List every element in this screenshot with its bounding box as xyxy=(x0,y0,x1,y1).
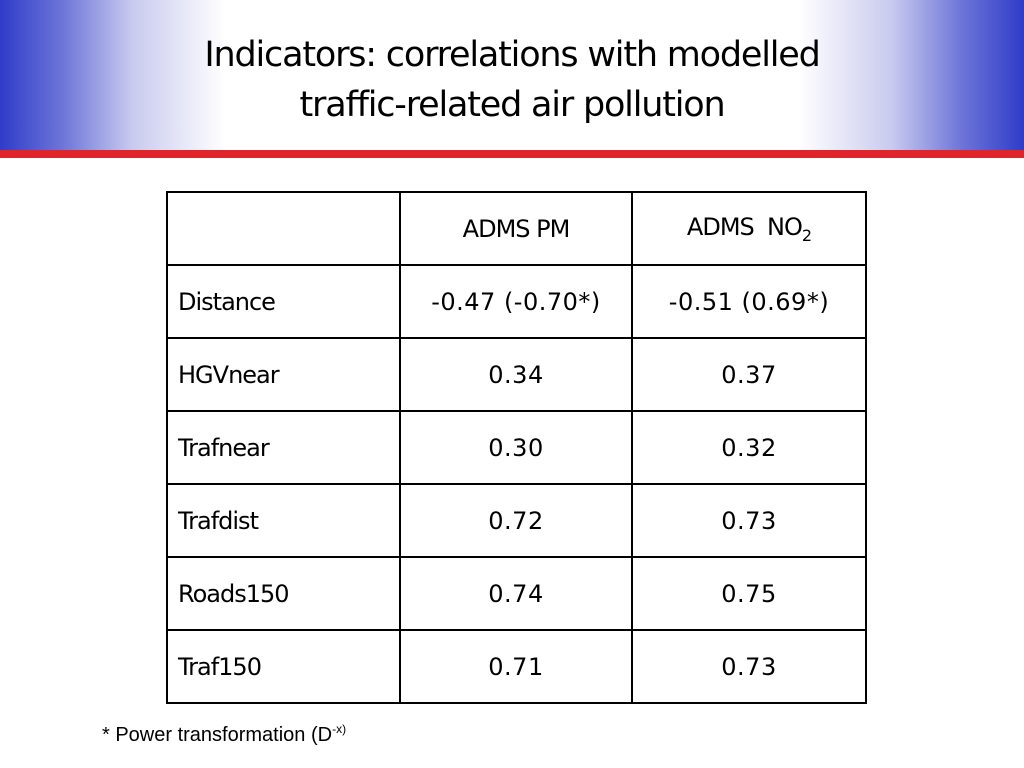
column-header-adms-no2: ADMS NO2 xyxy=(631,191,867,266)
row-label: Distance xyxy=(166,264,401,339)
column-header-adms-no2-text: ADMS NO xyxy=(686,212,803,241)
footnote-superscript: -x) xyxy=(332,722,347,736)
cell-adms-no2: 0.75 xyxy=(631,556,867,631)
column-header-adms-pm: ADMS PM xyxy=(399,191,633,266)
cell-adms-no2: 0.32 xyxy=(631,410,867,485)
cell-adms-pm: 0.71 xyxy=(399,629,633,704)
slide-title-line-2: traffic-related air pollution xyxy=(299,85,726,125)
cell-adms-pm: 0.34 xyxy=(399,337,633,412)
cell-adms-pm: 0.30 xyxy=(399,410,633,485)
table-row: Trafdist 0.72 0.73 xyxy=(166,483,867,558)
table-corner-cell xyxy=(166,191,401,266)
row-label: Trafdist xyxy=(166,483,401,558)
table-row: HGVnear 0.34 0.37 xyxy=(166,337,867,412)
row-label: HGVnear xyxy=(166,337,401,412)
table-row: Trafnear 0.30 0.32 xyxy=(166,410,867,485)
slide-header-band xyxy=(0,0,1024,150)
table-row: Distance -0.47 (-0.70*) -0.51 (0.69*) xyxy=(166,264,867,339)
cell-adms-pm: 0.74 xyxy=(399,556,633,631)
footnote-text: * Power transformation (D xyxy=(102,724,333,746)
row-label: Trafnear xyxy=(166,410,401,485)
correlation-table: ADMS PM ADMS NO2 Distance -0.47 (-0.70*)… xyxy=(166,191,867,704)
cell-adms-no2: -0.51 (0.69*) xyxy=(631,264,867,339)
cell-adms-pm: -0.47 (-0.70*) xyxy=(399,264,633,339)
no2-subscript: 2 xyxy=(801,225,812,245)
row-label: Roads150 xyxy=(166,556,401,631)
slide-title-line-1: Indicators: correlations with modelled xyxy=(204,35,820,75)
row-label: Traf150 xyxy=(166,629,401,704)
table-header-row: ADMS PM ADMS NO2 xyxy=(166,191,867,266)
table-row: Roads150 0.74 0.75 xyxy=(166,556,867,631)
cell-adms-no2: 0.73 xyxy=(631,629,867,704)
cell-adms-no2: 0.73 xyxy=(631,483,867,558)
table-row: Traf150 0.71 0.73 xyxy=(166,629,867,704)
slide-title: Indicators: correlations with modelled t… xyxy=(0,30,1024,130)
cell-adms-pm: 0.72 xyxy=(399,483,633,558)
footnote: * Power transformation (D-x) xyxy=(102,722,346,747)
cell-adms-no2: 0.37 xyxy=(631,337,867,412)
header-divider-line xyxy=(0,150,1024,158)
